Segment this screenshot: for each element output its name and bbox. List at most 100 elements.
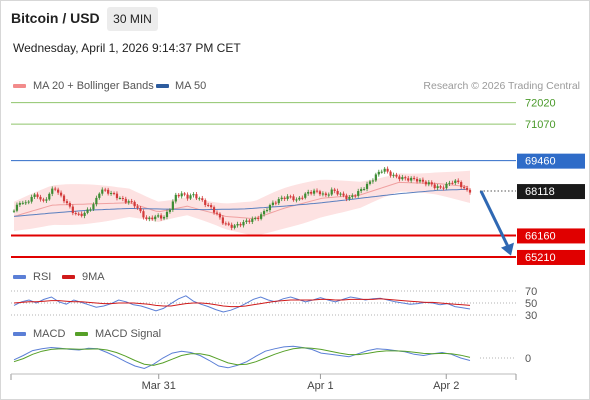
candle-body bbox=[339, 193, 342, 195]
rsi-ma-line bbox=[13, 298, 471, 308]
candle-body bbox=[465, 187, 469, 190]
candle-body bbox=[165, 211, 169, 218]
candle-body bbox=[124, 198, 127, 203]
candle-body bbox=[239, 224, 242, 226]
candle-body bbox=[192, 194, 195, 196]
candle-body bbox=[74, 213, 77, 215]
candle-body bbox=[57, 189, 60, 193]
timestamp: Wednesday, April 1, 2026 9:14:37 PM CET bbox=[13, 41, 241, 55]
candle-body bbox=[242, 221, 245, 226]
candle-body bbox=[280, 197, 283, 200]
candle-body bbox=[33, 194, 36, 197]
candle-body bbox=[439, 186, 442, 188]
level-label-68118: 68118 bbox=[525, 186, 555, 198]
x-tick-label: Mar 31 bbox=[142, 380, 176, 392]
candle-body bbox=[371, 180, 375, 182]
candle-body bbox=[77, 213, 80, 215]
candle-body bbox=[27, 201, 30, 203]
candle-body bbox=[421, 179, 425, 182]
candle-body bbox=[445, 183, 448, 189]
candle-body bbox=[80, 213, 83, 216]
level-tag-69460 bbox=[517, 153, 585, 169]
candle-body bbox=[260, 214, 263, 219]
candle-body bbox=[351, 195, 354, 197]
candle-body bbox=[274, 202, 277, 204]
candle-body bbox=[262, 211, 266, 215]
candle-body bbox=[415, 178, 419, 182]
candle-body bbox=[357, 191, 360, 196]
candle-body bbox=[454, 180, 457, 183]
candle-body bbox=[180, 193, 183, 197]
ma50-legend-label: MA 50 bbox=[175, 80, 207, 92]
candle-body bbox=[463, 187, 466, 189]
ma20-legend-swatch bbox=[13, 84, 26, 88]
candle-body bbox=[292, 196, 295, 201]
rsi-legend-swatch bbox=[13, 275, 26, 279]
candle-body bbox=[62, 195, 66, 202]
macd-signal-legend-swatch bbox=[75, 332, 88, 336]
candle-body bbox=[39, 196, 42, 200]
candle-body bbox=[404, 177, 407, 179]
candle-body bbox=[112, 193, 116, 195]
candle-body bbox=[310, 191, 313, 194]
candle-body bbox=[92, 204, 95, 210]
bollinger-band bbox=[14, 170, 470, 236]
candle-body bbox=[277, 199, 280, 204]
candle-body bbox=[54, 188, 57, 190]
candle-body bbox=[424, 181, 427, 185]
candle-body bbox=[427, 182, 430, 185]
candle-body bbox=[230, 224, 233, 228]
candle-body bbox=[413, 177, 416, 179]
candle-body bbox=[42, 199, 45, 201]
candle-body bbox=[24, 202, 27, 204]
candle-body bbox=[365, 183, 369, 189]
candle-body bbox=[324, 193, 327, 196]
level-label-72020: 72020 bbox=[525, 98, 556, 110]
candle-body bbox=[333, 189, 336, 191]
macd-signal-legend-label: MACD Signal bbox=[95, 328, 162, 340]
research-credit: Research © 2026 Trading Central bbox=[423, 80, 580, 92]
candle-body bbox=[227, 223, 230, 225]
candle-body bbox=[224, 223, 227, 225]
candle-body bbox=[265, 210, 269, 212]
candle-body bbox=[86, 209, 89, 213]
candle-body bbox=[289, 196, 292, 198]
ma20-line bbox=[13, 181, 469, 220]
candle-body bbox=[148, 217, 151, 219]
candle-body bbox=[321, 193, 325, 195]
candle-body bbox=[89, 209, 92, 211]
candle-body bbox=[295, 199, 298, 201]
candle-body bbox=[233, 225, 236, 228]
candle-body bbox=[380, 171, 383, 173]
candle-body bbox=[254, 218, 257, 220]
candle-body bbox=[301, 197, 304, 199]
candle-body bbox=[195, 194, 198, 199]
rsi-ma-legend-label: 9MA bbox=[82, 271, 105, 283]
ma20-legend-label: MA 20 + Bollinger Bands bbox=[33, 80, 154, 92]
interval-button[interactable]: 30 MIN bbox=[107, 7, 158, 31]
candle-body bbox=[159, 215, 163, 219]
candle-body bbox=[448, 182, 451, 184]
candle-body bbox=[245, 220, 248, 222]
candle-body bbox=[186, 194, 189, 199]
candle-body bbox=[109, 193, 113, 195]
candle-body bbox=[162, 217, 166, 219]
candle-body bbox=[345, 195, 348, 199]
candle-body bbox=[218, 213, 222, 218]
candle-body bbox=[183, 193, 186, 195]
candle-body bbox=[354, 195, 357, 197]
candle-body bbox=[318, 191, 322, 195]
candle-body bbox=[362, 188, 366, 190]
rsi-line bbox=[13, 295, 471, 313]
candle-body bbox=[374, 174, 377, 181]
candle-body bbox=[407, 178, 410, 181]
instrument-title: Bitcoin / USD bbox=[11, 10, 100, 26]
candle-body bbox=[21, 202, 24, 204]
candle-body bbox=[207, 204, 210, 206]
candle-body bbox=[48, 193, 51, 200]
candle-body bbox=[15, 204, 19, 211]
candle-body bbox=[104, 189, 107, 191]
candle-body bbox=[392, 174, 395, 176]
candle-body bbox=[154, 216, 157, 220]
